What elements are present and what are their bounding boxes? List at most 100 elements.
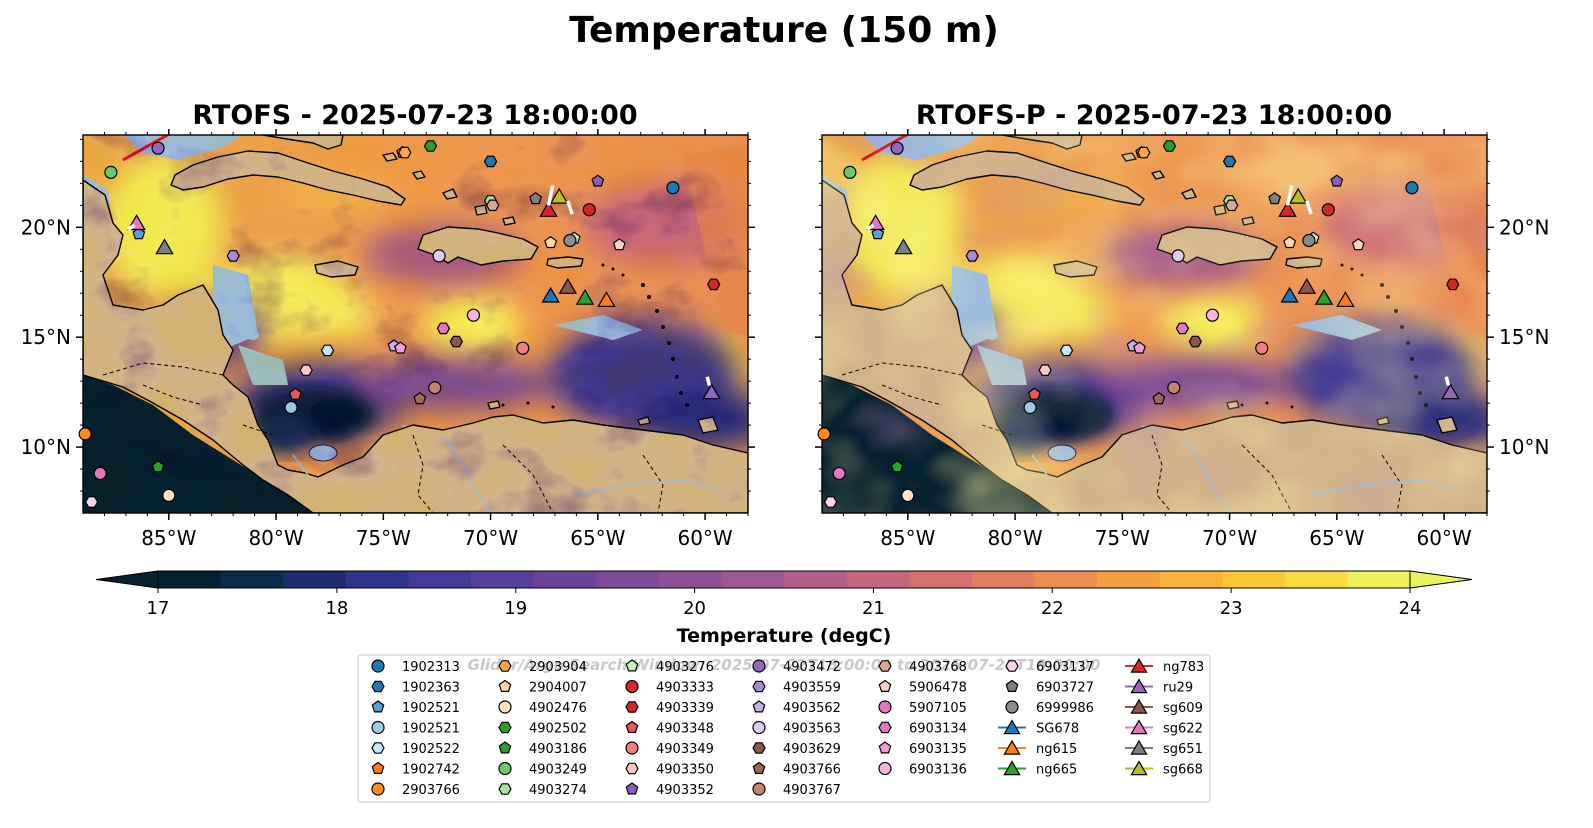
colorbar-segment <box>721 571 785 588</box>
marker-4903563 <box>1171 249 1185 263</box>
colorbar-segment <box>533 571 597 588</box>
marker-4902476 <box>901 488 915 503</box>
marker-5907105 <box>93 466 107 481</box>
legend-marker <box>1130 760 1148 776</box>
marker-1902522 <box>1059 344 1074 357</box>
legend-label: 1902363 <box>402 681 460 696</box>
marker-4903559 <box>226 250 240 262</box>
marker-6903136 <box>466 308 481 322</box>
marker-4903766 <box>413 391 427 405</box>
marker-4903629 <box>1188 335 1202 348</box>
legend-marker <box>625 762 639 775</box>
legend-marker <box>878 741 892 754</box>
legend-marker <box>878 721 892 734</box>
legend-label: 6903137 <box>1036 660 1094 675</box>
glider-track <box>1285 185 1294 206</box>
marker-4903768 <box>486 199 500 212</box>
marker-6999986 <box>1302 233 1316 248</box>
legend-marker <box>498 761 512 776</box>
legend-marker <box>625 720 639 734</box>
colorbar-segment <box>1097 571 1161 588</box>
marker-2903904 <box>398 146 412 159</box>
marker-4903766 <box>1152 391 1166 405</box>
marker-1902313 <box>1405 181 1419 195</box>
colorbar-segment <box>1284 571 1348 588</box>
legend-marker <box>752 680 766 693</box>
marker-1902522 <box>320 344 335 357</box>
colorbar-tick-label: 22 <box>1041 598 1064 619</box>
legend-label: 4902476 <box>529 701 587 716</box>
legend-label: 2904007 <box>529 681 587 696</box>
marker-sg678 <box>541 286 560 303</box>
legend-label: 4903766 <box>783 763 841 778</box>
legend-label: 5907105 <box>909 701 967 716</box>
colorbar-segment <box>283 571 347 588</box>
marker-4903339 <box>1446 278 1460 291</box>
legend-marker <box>752 742 766 754</box>
marker-4903348 <box>288 387 302 400</box>
marker-4903472 <box>890 141 904 155</box>
legend-label: sg651 <box>1163 742 1203 757</box>
legend-label: SG678 <box>1036 722 1079 737</box>
legend-marker <box>625 741 639 755</box>
colorbar-segment <box>471 571 535 588</box>
map-frame-rtofs <box>82 134 749 514</box>
marker-6903134 <box>1175 322 1190 335</box>
legend-marker <box>878 679 892 693</box>
legend-marker <box>1005 679 1019 693</box>
legend-label: ng615 <box>1036 742 1077 757</box>
marker-5906478 <box>1351 238 1365 251</box>
legend-marker <box>1003 760 1021 776</box>
marker-6903137 <box>84 496 99 508</box>
legend-label: ru29 <box>1163 681 1193 696</box>
marker-4903186 <box>151 460 165 473</box>
lon-tick-label: 75°W <box>1095 526 1150 550</box>
search-window-watermark: Glider/Argo Search Window: 2025-07-22T18… <box>468 656 1101 674</box>
legend-label: 1902742 <box>402 763 460 778</box>
marker-1902521 <box>284 400 298 415</box>
marker-1902363 <box>483 155 498 168</box>
colorbar-tick-label: 23 <box>1220 598 1243 619</box>
legend-marker <box>878 660 892 672</box>
marker-1902363 <box>1222 155 1237 168</box>
legend-marker <box>371 742 385 754</box>
marker-4903249 <box>843 165 857 179</box>
legend-marker <box>1003 739 1021 755</box>
marker-6903727 <box>1268 191 1282 205</box>
legend-marker <box>498 783 512 795</box>
axis-ticks-rtofs: 85°W 80°W 75°W 70°W 65°W 60°W 20°N 15°N 10°N <box>21 129 755 550</box>
legend-marker <box>752 761 766 775</box>
lat-tick-label: 15°N <box>21 325 71 349</box>
colorbar-segment <box>1159 571 1223 588</box>
marker-4902476 <box>162 488 176 503</box>
legend-label: 2903766 <box>402 783 460 798</box>
legend-marker <box>371 782 385 796</box>
colorbar-segment <box>220 571 284 588</box>
marker-4903350 <box>1038 364 1052 376</box>
panel-title-rtofs: RTOFS - 2025-07-23 18:00:00 <box>192 100 637 131</box>
colorbar-segment <box>1347 571 1411 588</box>
colorbar-label: Temperature (degC) <box>677 625 892 647</box>
legend-marker <box>498 660 512 672</box>
legend-marker <box>625 701 639 713</box>
legend-marker <box>371 659 385 673</box>
legend-marker <box>1130 657 1148 673</box>
legend-label: 4903186 <box>529 742 587 757</box>
legend-label: ng665 <box>1036 763 1077 778</box>
legend-marker <box>878 700 892 714</box>
legend-label: 1902521 <box>402 722 460 737</box>
legend-marker <box>498 741 512 754</box>
marker-4903629 <box>449 335 463 348</box>
legend-marker <box>1130 678 1148 694</box>
legend-marker <box>878 761 892 776</box>
marker-4903472 <box>151 141 165 155</box>
marker-2904007 <box>544 235 558 249</box>
legend-label: 4903562 <box>783 701 841 716</box>
lat-tick-label: 15°N <box>1499 325 1549 349</box>
lon-tick-label: 85°W <box>141 526 196 550</box>
marker-sg651 <box>155 238 174 255</box>
marker-4903352 <box>1330 174 1344 187</box>
legend-label: 5906478 <box>909 681 967 696</box>
legend-marker <box>371 680 385 693</box>
legend-marker <box>498 700 512 714</box>
